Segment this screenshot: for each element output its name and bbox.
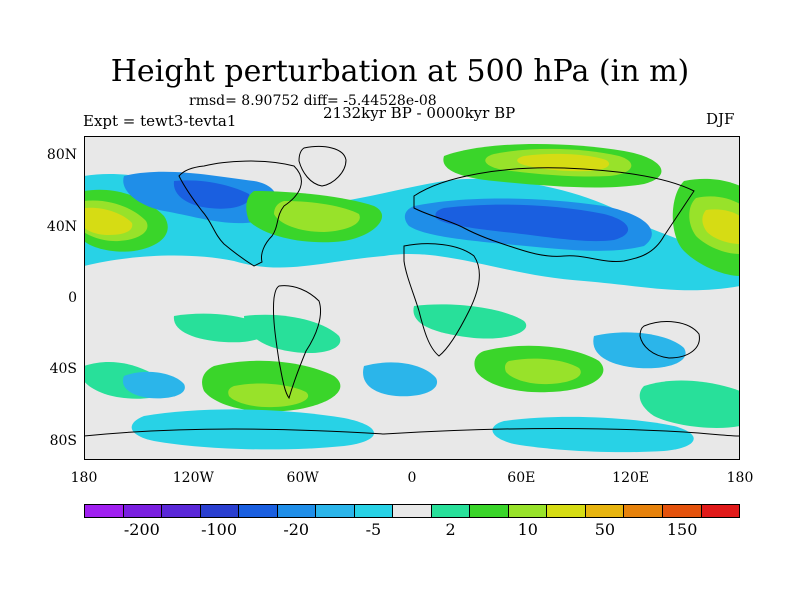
latitude-label: 40N bbox=[46, 218, 77, 235]
colorbar-cell bbox=[431, 505, 471, 517]
sh-pos-4 bbox=[639, 380, 740, 428]
pacific-positive-west-center bbox=[84, 207, 133, 235]
eurasia-negative-core bbox=[435, 204, 629, 242]
colorbar-label: -100 bbox=[201, 520, 238, 539]
coastlines bbox=[84, 146, 740, 437]
longitude-label: 60W bbox=[286, 470, 319, 486]
africa-outline bbox=[403, 243, 480, 357]
colorbar-cell bbox=[547, 505, 586, 517]
colorbar-cell bbox=[277, 505, 317, 517]
stats-text: rmsd= 8.90752 diff= -5.44528e-08 bbox=[189, 93, 437, 109]
longitude-label: 60E bbox=[507, 470, 536, 486]
antarctic-neg-2 bbox=[492, 416, 694, 453]
colorbar-cell bbox=[316, 505, 355, 517]
longitude-label: 0 bbox=[407, 470, 417, 486]
colorbar-cell bbox=[162, 505, 201, 517]
colorbar-cell bbox=[200, 505, 240, 517]
period-label: 2132kyr BP - 0000kyr BP bbox=[323, 104, 516, 122]
latitude-label: 40S bbox=[49, 361, 77, 378]
colorbar-cell bbox=[239, 505, 278, 517]
colorbar-cell bbox=[85, 505, 124, 517]
plot-title: Height perturbation at 500 hPa (in m) bbox=[110, 54, 690, 89]
contour-fills bbox=[84, 144, 740, 453]
longitude-label: 120W bbox=[172, 470, 214, 486]
colorbar-cell bbox=[662, 505, 702, 517]
colorbar-cell bbox=[508, 505, 548, 517]
colorbar-label: 50 bbox=[594, 520, 616, 539]
latitude-label: 80N bbox=[46, 147, 77, 164]
colorbar bbox=[84, 504, 740, 518]
tropical-pos-2 bbox=[413, 304, 527, 339]
colorbar-cell bbox=[701, 505, 740, 517]
colorbar-cell bbox=[354, 505, 394, 517]
na-negative-core bbox=[173, 180, 250, 209]
colorbar-label: 150 bbox=[666, 520, 698, 539]
north-america-outline bbox=[178, 160, 302, 267]
longitude-label: 180 bbox=[726, 470, 754, 486]
height-perturbation-map bbox=[84, 136, 740, 460]
longitude-label: 180 bbox=[70, 470, 98, 486]
longitude-label: 120E bbox=[612, 470, 650, 486]
greenland-outline bbox=[298, 146, 347, 187]
sh-pos-5 bbox=[244, 314, 341, 354]
colorbar-label: 10 bbox=[517, 520, 538, 539]
season-label: DJF bbox=[706, 110, 735, 128]
atlantic-positive-core bbox=[274, 201, 360, 232]
eurasia-outline bbox=[413, 167, 695, 263]
sh-pos-3-core bbox=[505, 358, 581, 385]
sh-pos-2-core bbox=[228, 383, 309, 408]
sh-neg-3 bbox=[593, 332, 686, 369]
antarctica-outline bbox=[84, 427, 740, 437]
sh-neg-1 bbox=[122, 371, 185, 399]
colorbar-cell bbox=[393, 505, 432, 517]
colorbar-cell bbox=[624, 505, 663, 517]
tropical-pos-1 bbox=[173, 313, 267, 343]
colorbar-label: -200 bbox=[123, 520, 160, 539]
colorbar-label: -5 bbox=[365, 520, 382, 539]
map-frame bbox=[84, 136, 740, 460]
colorbar-cell bbox=[585, 505, 625, 517]
latitude-label: 80S bbox=[49, 432, 77, 449]
south-america-outline bbox=[273, 285, 321, 400]
colorbar-label: 2 bbox=[445, 520, 456, 539]
arctic-positive-center bbox=[517, 153, 610, 172]
colorbar-cell bbox=[470, 505, 509, 517]
experiment-label: Expt = tewt3-tevta1 bbox=[83, 112, 237, 130]
colorbar-cell bbox=[123, 505, 163, 517]
australia-outline bbox=[639, 321, 700, 359]
colorbar-label: -20 bbox=[283, 520, 310, 539]
sh-neg-2 bbox=[363, 362, 438, 397]
pacific-positive-east-center bbox=[702, 209, 740, 244]
latitude-label: 0 bbox=[68, 290, 77, 306]
